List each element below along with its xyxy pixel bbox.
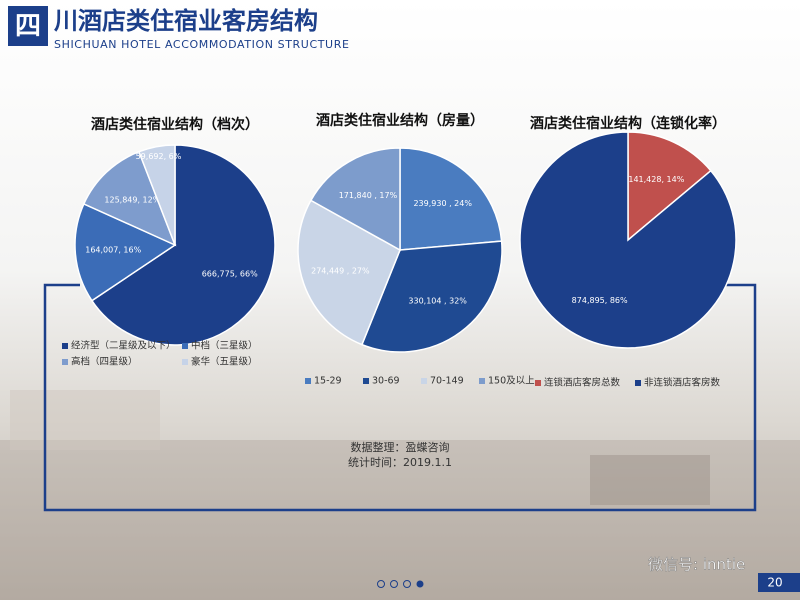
- chart-title: 酒店类住宿业结构（房量）: [316, 112, 484, 129]
- value-label: 59,692, 6%: [136, 152, 182, 161]
- value-label: 330,104 , 32%: [408, 296, 467, 305]
- watermark: 微信号: inntie: [648, 556, 745, 574]
- slide-dot: [416, 580, 424, 588]
- pie-slice: [74, 202, 177, 302]
- legend-swatch: [535, 380, 541, 386]
- slide-dot: [390, 580, 398, 588]
- page-subtitle: SHICHUAN HOTEL ACCOMMODATION STRUCTURE: [54, 38, 350, 51]
- page-title: 川酒店类住宿业客房结构: [54, 7, 318, 35]
- legend-swatch: [421, 378, 427, 384]
- value-label: 141,428, 14%: [628, 175, 684, 184]
- legend-swatch: [305, 378, 311, 384]
- legend-label: 非连锁酒店客房数: [644, 377, 721, 389]
- pie-slice: [519, 131, 737, 349]
- pie-slice: [137, 144, 176, 246]
- value-label: 274,449 , 27%: [311, 267, 370, 276]
- pie-slice: [309, 147, 401, 252]
- chart-title: 酒店类住宿业结构（连锁化率）: [530, 115, 726, 132]
- legend-label: 70-149: [430, 376, 464, 387]
- badge: 四: [15, 12, 41, 42]
- legend-label: 15-29: [314, 376, 342, 387]
- room-table: [590, 455, 710, 505]
- value-label: 239,930 , 24%: [413, 199, 472, 208]
- room-floor: [0, 440, 800, 600]
- legend-label: 30-69: [372, 376, 400, 387]
- legend-label: 中档（三星级）: [191, 340, 258, 352]
- legend-label: 连锁酒店客房总数: [544, 377, 621, 389]
- legend-swatch: [182, 343, 188, 349]
- date-note: 统计时间：2019.1.1: [348, 456, 452, 469]
- legend-swatch: [62, 343, 68, 349]
- room-sofa: [10, 390, 160, 450]
- slide-dot: [377, 580, 385, 588]
- legend-label: 高档（四星级）: [71, 356, 138, 368]
- source-note: 数据整理：盈蝶咨询: [351, 440, 450, 454]
- pie-slice: [360, 240, 503, 353]
- legend-swatch: [182, 359, 188, 365]
- legend-label: 豪华（五星级）: [191, 356, 258, 368]
- legend-label: 经济型（二星级及以下）: [71, 340, 176, 352]
- page-number-box: [758, 573, 800, 592]
- value-label: 171,840 , 17%: [339, 191, 398, 200]
- legend-swatch: [479, 378, 485, 384]
- pie-slice: [627, 131, 712, 242]
- slide-dot: [403, 580, 411, 588]
- legend-label: 150及以上: [488, 376, 535, 387]
- legend-swatch: [62, 359, 68, 365]
- frame: [43, 283, 757, 512]
- badge-box: [8, 6, 48, 46]
- value-label: 874,895, 86%: [572, 296, 628, 305]
- legend-swatch: [363, 378, 369, 384]
- legend-swatch: [635, 380, 641, 386]
- pie-slice: [82, 150, 177, 247]
- page-number: 20: [767, 576, 782, 590]
- pie-slice: [90, 144, 276, 346]
- pie-slice: [399, 147, 503, 251]
- value-label: 666,775, 66%: [202, 270, 258, 279]
- chart-title: 酒店类住宿业结构（档次）: [91, 116, 259, 133]
- value-label: 164,007, 16%: [85, 246, 141, 255]
- value-label: 125,849, 12%: [104, 195, 160, 204]
